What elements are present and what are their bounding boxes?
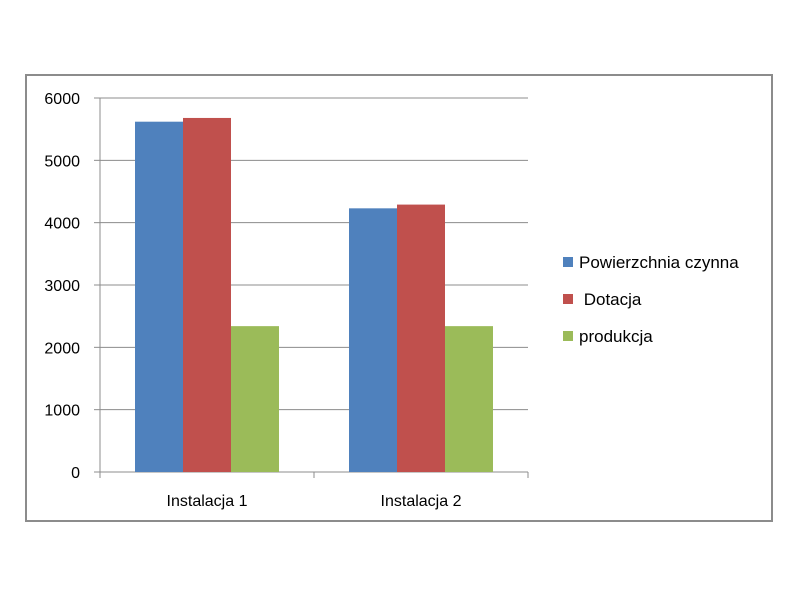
- bar: [135, 121, 183, 472]
- y-tick-label: 1000: [44, 403, 80, 420]
- bar: [445, 326, 493, 472]
- legend: Powierzchnia czynna Dotacja produkcja: [563, 253, 739, 346]
- legend-swatch: [563, 257, 573, 267]
- y-axis-tick-labels: 0 1000 2000 3000 4000 5000 6000: [44, 91, 80, 482]
- y-tick-label: 2000: [44, 340, 80, 357]
- y-tick-label: 5000: [44, 153, 80, 170]
- bar: [349, 208, 397, 472]
- legend-swatch: [563, 294, 573, 304]
- y-tick-label: 0: [71, 465, 80, 482]
- legend-label: Powierzchnia czynna: [579, 253, 739, 272]
- bar: [397, 204, 445, 472]
- x-category-label: Instalacja 1: [167, 493, 248, 510]
- x-category-label: Instalacja 2: [381, 493, 462, 510]
- y-tick-label: 3000: [44, 278, 80, 295]
- bars: [135, 117, 493, 473]
- x-axis-category-labels: Instalacja 1 Instalacja 2: [167, 493, 462, 510]
- bar: [231, 326, 279, 472]
- legend-label: produkcja: [579, 327, 653, 346]
- legend-swatch: [563, 331, 573, 341]
- y-tick-label: 4000: [44, 216, 80, 233]
- y-tick-label: 6000: [44, 91, 80, 108]
- legend-label: Dotacja: [579, 290, 642, 309]
- bar: [183, 117, 231, 473]
